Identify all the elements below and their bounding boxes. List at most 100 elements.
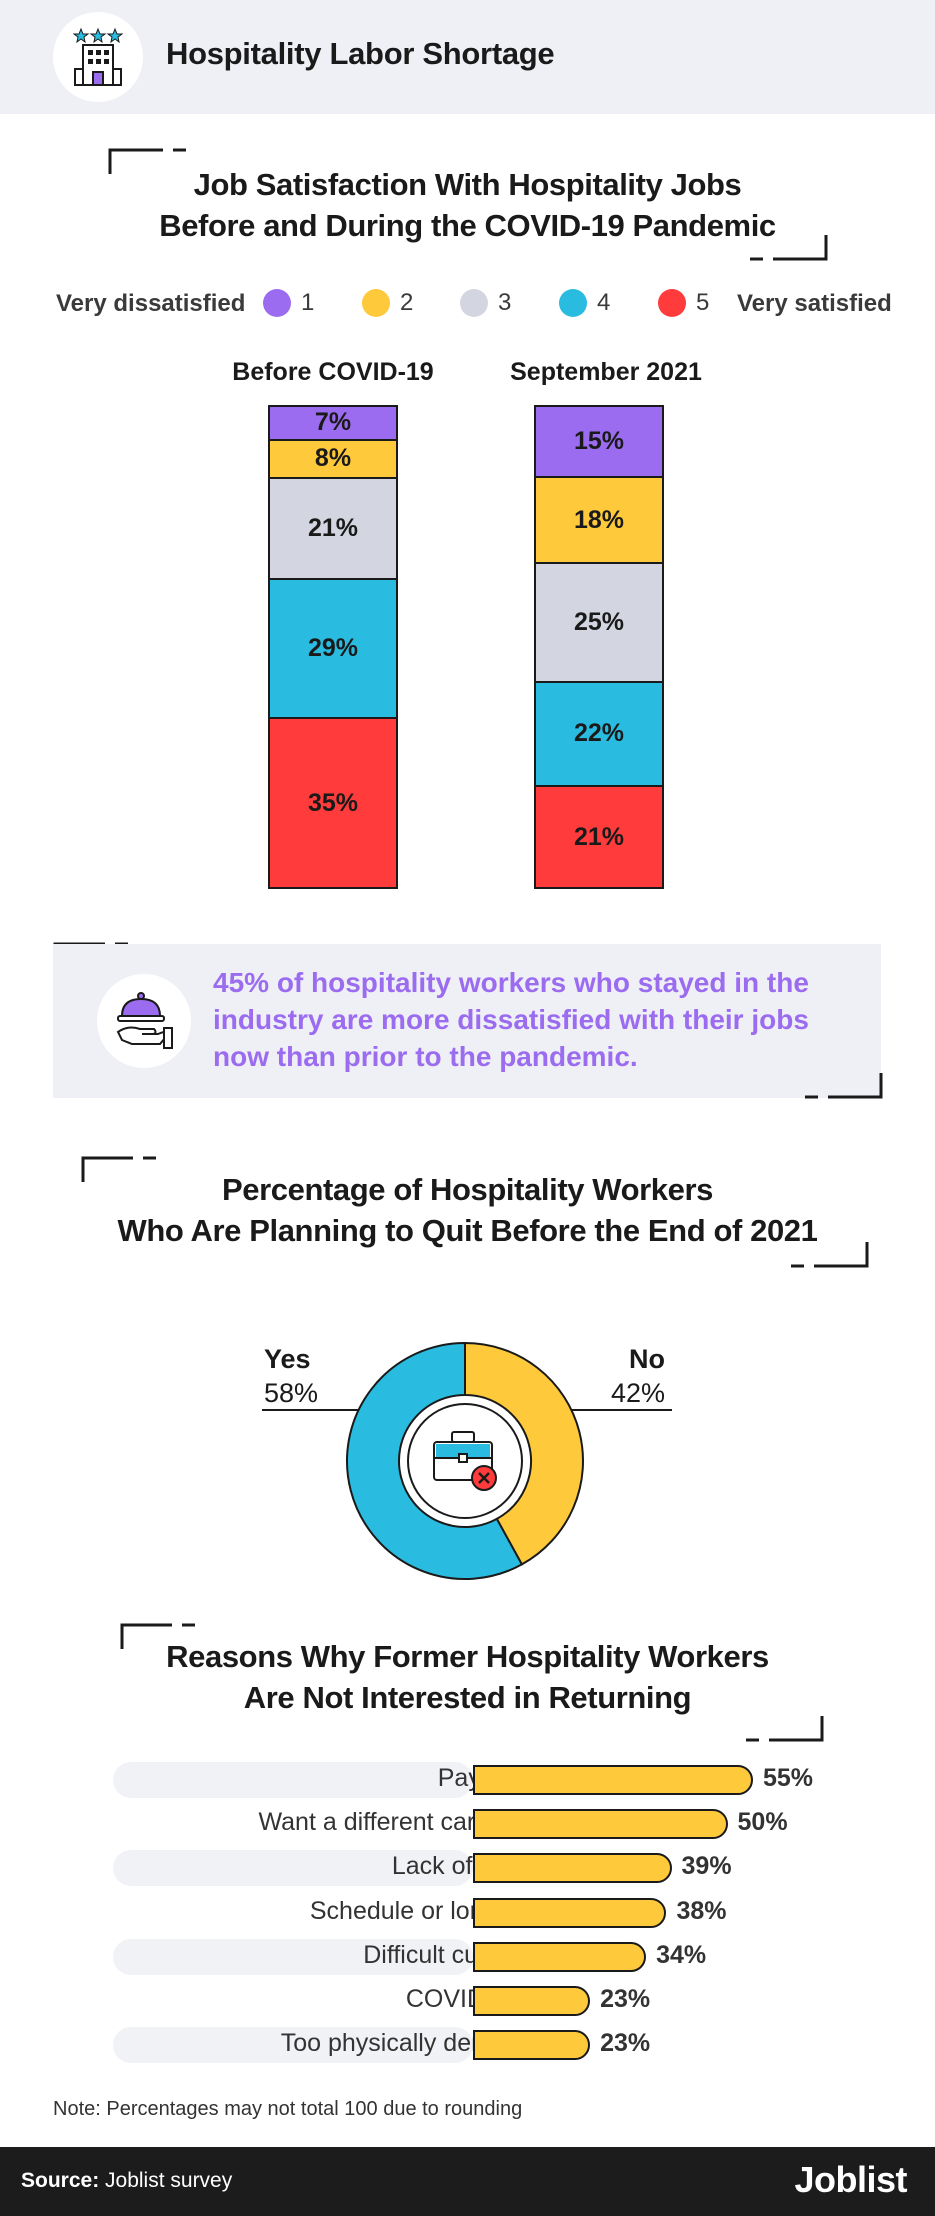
reason-value: 39%: [681, 1852, 732, 1881]
donut-no-label: No: [629, 1344, 666, 1374]
stack-title-0: Before COVID-19: [232, 358, 434, 386]
stack-segment: 7%: [270, 407, 396, 441]
callout-text: 45% of hospitality workers who stayed in…: [213, 967, 809, 1072]
reason-row-background: [113, 2027, 473, 2064]
stack-segment-label: 8%: [314, 444, 352, 473]
satisfaction-title-line1: Job Satisfaction With Hospitality Jobs: [193, 167, 742, 202]
reason-row: Pay too low55%: [113, 1762, 853, 1798]
quit-donut-chart: [340, 1336, 590, 1586]
stack-segment-label: 21%: [307, 513, 359, 542]
stack-segment: 21%: [536, 787, 662, 887]
callout-box: 45% of hospitality workers who stayed in…: [53, 944, 881, 1098]
hotel-logo: [53, 12, 143, 102]
stack-segment-label: 7%: [314, 408, 352, 437]
stack-segment-label: 15%: [573, 427, 625, 456]
stack-segment: 18%: [536, 478, 662, 564]
legend-item-5: 5: [658, 289, 709, 317]
legend-item-4: 4: [559, 289, 610, 317]
reason-value: 23%: [600, 1985, 651, 2013]
reason-value: 50%: [737, 1808, 788, 1837]
source-line: Source: Joblist survey: [21, 2169, 232, 2193]
title-bracket-top-left: [108, 148, 186, 174]
reason-row: Lack of benefits39%: [113, 1850, 853, 1887]
stack-segment-label: 22%: [573, 719, 625, 748]
quit-title-line2: Who Are Planning to Quit Before the End …: [117, 1213, 818, 1248]
reason-value: 55%: [763, 1764, 814, 1792]
legend-dot-3: [460, 289, 488, 317]
stack-segment-label: 35%: [307, 788, 359, 817]
reason-row-background: [113, 1850, 473, 1887]
reason-row: Difficult customers 34%: [113, 1938, 853, 1975]
reason-row: Want a different career path 50%: [113, 1806, 853, 1842]
stack-segment: 8%: [270, 440, 396, 479]
legend-text-5: 5: [696, 289, 710, 316]
reason-bar: [473, 1853, 672, 1884]
legend-dot-5: [658, 289, 686, 317]
callout-icon-circle: [97, 974, 191, 1068]
satisfaction-legend: Very dissatisfied Very satisfied 1 2 3 4…: [0, 286, 935, 322]
stack-title-1: September 2021: [510, 358, 702, 386]
stack-segment: 29%: [270, 579, 396, 719]
donut-slice-no: [464, 1341, 584, 1566]
reason-row: Schedule or long hours 38%: [113, 1895, 853, 1931]
hotel-building-icon: [73, 27, 123, 86]
stack-segment-label: 21%: [573, 822, 625, 851]
page-title: Hospitality Labor Shortage: [166, 36, 555, 71]
quit-title: Percentage of Hospitality Workers Who Ar…: [0, 1169, 935, 1251]
legend-text-3: 3: [498, 289, 512, 316]
reason-bar: [473, 2030, 591, 2061]
stacked-bar-before-covid: 7% 8% 21% 29% 35%: [268, 405, 398, 889]
legend-text-2: 2: [400, 289, 414, 316]
callout-bracket-bottom-right: [805, 1073, 883, 1099]
reason-bar: [473, 1809, 728, 1840]
legend-text-1: 1: [301, 289, 315, 316]
reason-row: COVID-19 risk23%: [113, 1983, 853, 2019]
donut-label-no: No 42%: [611, 1342, 665, 1410]
quit-bracket-bottom-right: [791, 1242, 869, 1268]
donut-yes-value: 58%: [264, 1378, 319, 1408]
donut-no-value: 42%: [611, 1378, 666, 1408]
footnote: Note: Percentages may not total 100 due …: [53, 2098, 523, 2120]
legend-dot-1: [263, 289, 291, 317]
stacked-bar-september-2021: 15% 18% 25% 22% 21%: [534, 405, 664, 889]
stack-segment-label: 18%: [573, 505, 625, 534]
reason-value: 38%: [676, 1896, 727, 1925]
reasons-title-line2: Are Not Interested in Returning: [243, 1680, 692, 1715]
legend-dot-4: [559, 289, 587, 317]
reasons-title: Reasons Why Former Hospitality Workers A…: [0, 1636, 935, 1718]
legend-dot-2: [362, 289, 390, 317]
quit-bracket-top-left: [81, 1156, 156, 1182]
reason-row-background: [113, 1762, 473, 1798]
reason-bar: [473, 1765, 753, 1795]
stack-segment: 22%: [536, 682, 662, 788]
reason-row-background: [113, 1938, 473, 1975]
reasons-bracket-bottom-right: [746, 1716, 824, 1742]
quit-title-line1: Percentage of Hospitality Workers: [222, 1172, 713, 1207]
reasons-bracket-top-left: [120, 1623, 195, 1649]
reason-bar: [473, 1986, 591, 2016]
donut-leader-lines: [262, 1409, 672, 1411]
donut-label-yes: Yes 58%: [264, 1342, 318, 1410]
donut-svg: [346, 1341, 584, 1580]
legend-item-2: 2: [362, 289, 413, 317]
legend-item-3: 3: [460, 289, 511, 317]
stack-segment-label: 29%: [307, 633, 359, 662]
title-bracket-bottom-right: [750, 235, 828, 261]
reason-bar: [473, 1897, 667, 1928]
reason-row: Too physically demanding 23%: [113, 2027, 853, 2064]
stack-segment: 15%: [536, 407, 662, 479]
stack-segment: 35%: [270, 719, 396, 887]
legend-label-right: Very satisfied: [737, 290, 892, 317]
stack-segment: 25%: [536, 563, 662, 683]
joblist-logo: Joblist: [794, 2159, 907, 2200]
source-label: Source:: [21, 2169, 100, 2192]
header-bar: Hospitality Labor Shortage: [0, 0, 935, 114]
legend-text-4: 4: [597, 289, 611, 316]
reason-value: 23%: [600, 2029, 651, 2058]
footer-bar: Source: Joblist survey Joblist: [0, 2147, 935, 2216]
satisfaction-title-line2: Before and During the COVID-19 Pandemic: [159, 208, 776, 243]
reason-value: 34%: [656, 1940, 707, 1969]
donut-yes-label: Yes: [264, 1344, 311, 1374]
stack-segment: 21%: [270, 479, 396, 580]
source-value: Joblist survey: [105, 2169, 233, 2192]
